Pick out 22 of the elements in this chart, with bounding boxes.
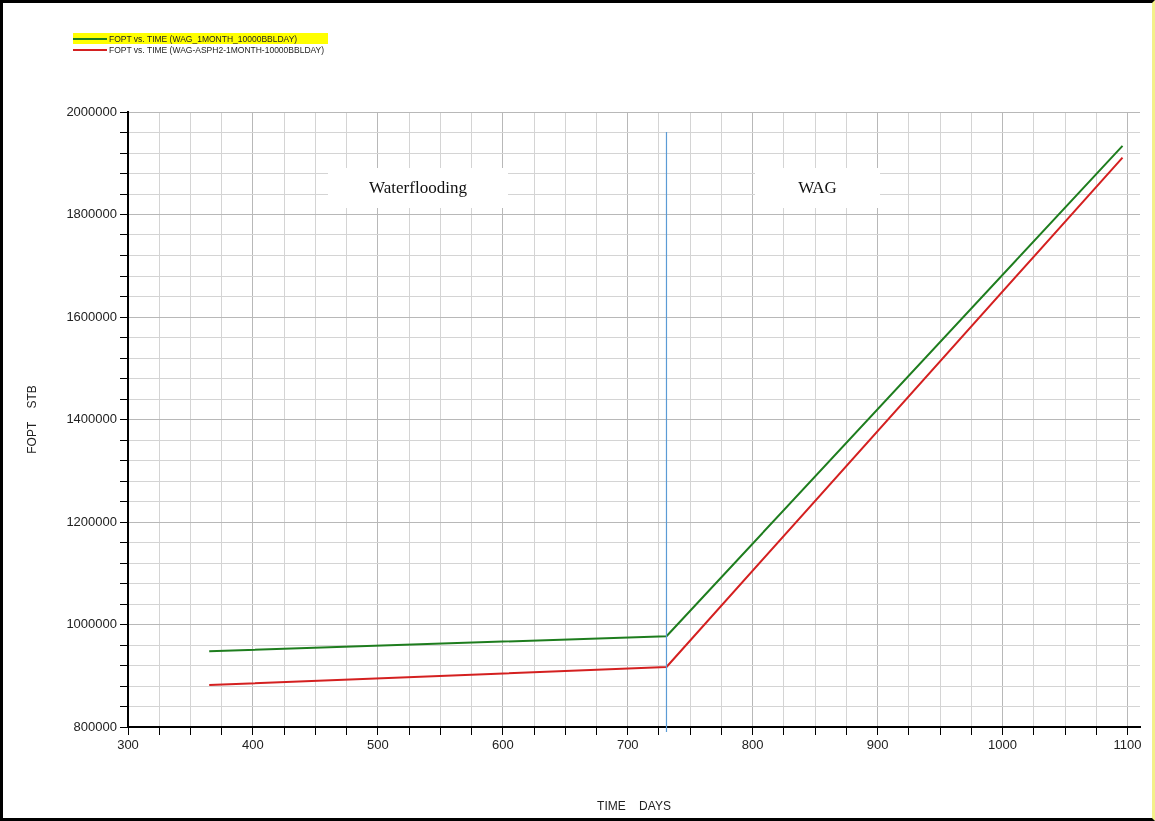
- x-tick-label: 600: [491, 737, 514, 753]
- label-box: WAG: [755, 168, 880, 208]
- x-tick-label: 700: [616, 737, 639, 753]
- x-tick-label: 1100: [1113, 737, 1142, 753]
- y-tick-label: 1600000: [66, 308, 117, 324]
- x-tick-label: 800: [741, 737, 764, 753]
- x-tick-label: 900: [866, 737, 889, 753]
- legend-label: FOPT vs. TIME (WAG_1MONTH_10000BBLDAY): [109, 33, 298, 44]
- y-tick-label: 1200000: [66, 513, 117, 529]
- y-tick-label: 1000000: [66, 616, 117, 632]
- y-axis-title: FOPT STB: [24, 385, 39, 454]
- y-tick-label: 1800000: [66, 206, 117, 222]
- x-tick-label: 1000: [988, 737, 1018, 753]
- x-tick-label: 500: [367, 737, 389, 753]
- label-box: Waterflooding: [328, 168, 508, 208]
- y-tick-label: 2000000: [66, 103, 117, 119]
- legend-label: FOPT vs. TIME (WAG-ASPH2-1MONTH-10000BBLDAY): [109, 44, 325, 55]
- x-tick-label: 400: [242, 737, 264, 753]
- x-tick-label: 300: [117, 737, 139, 753]
- y-tick-label: 1400000: [66, 411, 117, 427]
- x-axis-title: TIME DAYS: [597, 799, 671, 814]
- y-tick-label: 800000: [73, 718, 117, 734]
